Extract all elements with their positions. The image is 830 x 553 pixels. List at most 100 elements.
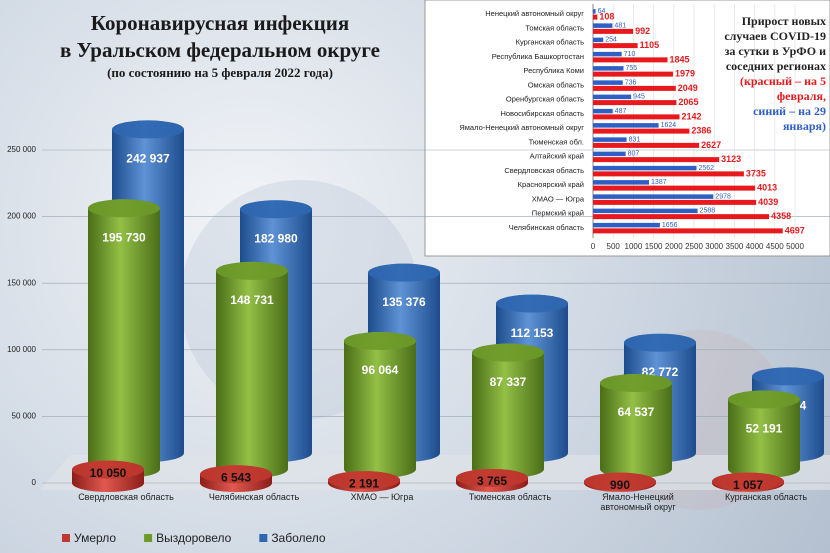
- cylinder-top: [728, 390, 800, 409]
- value-label: 148 731: [230, 293, 274, 307]
- cylinder-top: [344, 332, 416, 351]
- cylinder-top: [624, 333, 696, 352]
- value-label: 4013: [757, 183, 777, 193]
- y-tick-label: Республика Коми: [523, 66, 584, 75]
- cylinder-top: [200, 465, 272, 484]
- y-tick-label: Томская область: [525, 23, 584, 32]
- y-tick-label: ХМАО — Югра: [532, 194, 585, 203]
- value-label: 1 057: [733, 478, 763, 492]
- value-label: 195 730: [102, 230, 146, 244]
- y-tick-label: Тюменская обл.: [529, 137, 584, 146]
- bar: [593, 151, 626, 157]
- legend-swatch: [62, 534, 70, 542]
- x-tick-label: 1000: [625, 242, 643, 251]
- value-label: 6 543: [221, 470, 251, 484]
- chart-title: в Уральском федеральном округе: [60, 38, 380, 62]
- value-label: 3735: [746, 168, 766, 178]
- y-tick-label: Челябинская область: [509, 223, 584, 232]
- bar: [593, 171, 744, 177]
- value-label: 2978: [715, 193, 731, 200]
- x-tick-label: 0: [591, 242, 596, 251]
- value-label: 87 337: [490, 375, 527, 389]
- cylinder: [728, 390, 800, 478]
- x-tick-label: Ямало-Ненецкий автономный округ: [600, 492, 676, 512]
- bar: [593, 100, 677, 106]
- y-tick-label: Ямало-Ненецкий автономный округ: [459, 123, 584, 132]
- x-tick-label: 2500: [685, 242, 703, 251]
- value-label: 4358: [771, 211, 791, 221]
- bar: [593, 57, 668, 63]
- cylinder: [600, 374, 672, 478]
- value-label: 481: [614, 22, 626, 29]
- value-label: 112 153: [511, 326, 554, 340]
- value-label: 108: [599, 12, 614, 22]
- legend-swatch: [259, 534, 268, 542]
- legend-label: Заболело: [271, 531, 326, 545]
- cylinder: [472, 343, 544, 478]
- inset-title: Прирост новых случаев COVID-19 за сутки …: [724, 14, 826, 73]
- inset-panel: [424, 0, 830, 257]
- value-label: 2386: [691, 126, 711, 136]
- value-label: 1656: [662, 222, 678, 229]
- value-label: 736: [625, 79, 637, 86]
- value-label: 1387: [651, 179, 667, 186]
- chart-subtitle: (по состоянию на 5 февраля 2022 года): [107, 65, 333, 80]
- value-label: 2065: [678, 97, 698, 107]
- x-tick-label: 5000: [786, 242, 804, 251]
- value-label: 4039: [758, 197, 778, 207]
- x-tick-label: 3500: [726, 242, 744, 251]
- value-label: 831: [629, 136, 641, 143]
- value-label: 52 191: [746, 422, 783, 436]
- bar: [593, 228, 783, 234]
- cylinder-top: [496, 294, 568, 313]
- legend-label: (красный – на 5 февраля,: [739, 74, 826, 103]
- y-tick-label: Ненецкий автономный округ: [485, 9, 584, 18]
- value-label: 487: [615, 108, 627, 115]
- bar: [593, 37, 604, 43]
- cylinder-top: [600, 374, 672, 393]
- value-label: 64: [598, 8, 606, 15]
- cylinder-top: [472, 343, 544, 362]
- cylinder-top: [368, 263, 440, 282]
- value-label: 1979: [675, 69, 695, 79]
- bar: [593, 199, 757, 205]
- x-tick-label: 4500: [766, 242, 784, 251]
- cylinder-top: [240, 200, 312, 219]
- bar: [593, 66, 624, 71]
- y-tick-label: Красноярский край: [518, 180, 584, 189]
- legend-label: синий – на 29 января): [753, 104, 826, 133]
- bar: [593, 51, 622, 57]
- cylinder-top: [584, 472, 656, 491]
- bar: [593, 28, 634, 34]
- cylinder-top: [712, 472, 784, 491]
- bar: [593, 157, 720, 163]
- bar: [593, 214, 770, 220]
- cylinder-top: [112, 120, 184, 139]
- value-label: 4697: [785, 225, 805, 235]
- bar: [593, 43, 638, 49]
- bar: [593, 128, 690, 134]
- value-label: 2049: [678, 83, 698, 93]
- value-label: 96 064: [362, 363, 399, 377]
- y-tick-label: Курганская область: [516, 38, 584, 47]
- value-label: 3123: [721, 154, 741, 164]
- bar: [593, 9, 596, 14]
- legend-swatch: [144, 534, 153, 542]
- cylinder-top: [752, 367, 824, 386]
- cylinder-top: [216, 261, 288, 280]
- value-label: 2627: [701, 140, 721, 150]
- bar: [593, 137, 627, 142]
- bar: [593, 185, 756, 191]
- bar: [593, 222, 660, 228]
- value-label: 242 937: [126, 152, 170, 166]
- bar: [593, 14, 598, 20]
- value-label: 3 765: [477, 474, 507, 488]
- bar: [593, 108, 613, 114]
- value-label: 992: [635, 26, 650, 36]
- bar: [593, 94, 632, 100]
- legend-label: Выздоровело: [156, 531, 232, 545]
- x-tick-label: Челябинская область: [208, 492, 300, 502]
- value-label: 755: [626, 65, 638, 72]
